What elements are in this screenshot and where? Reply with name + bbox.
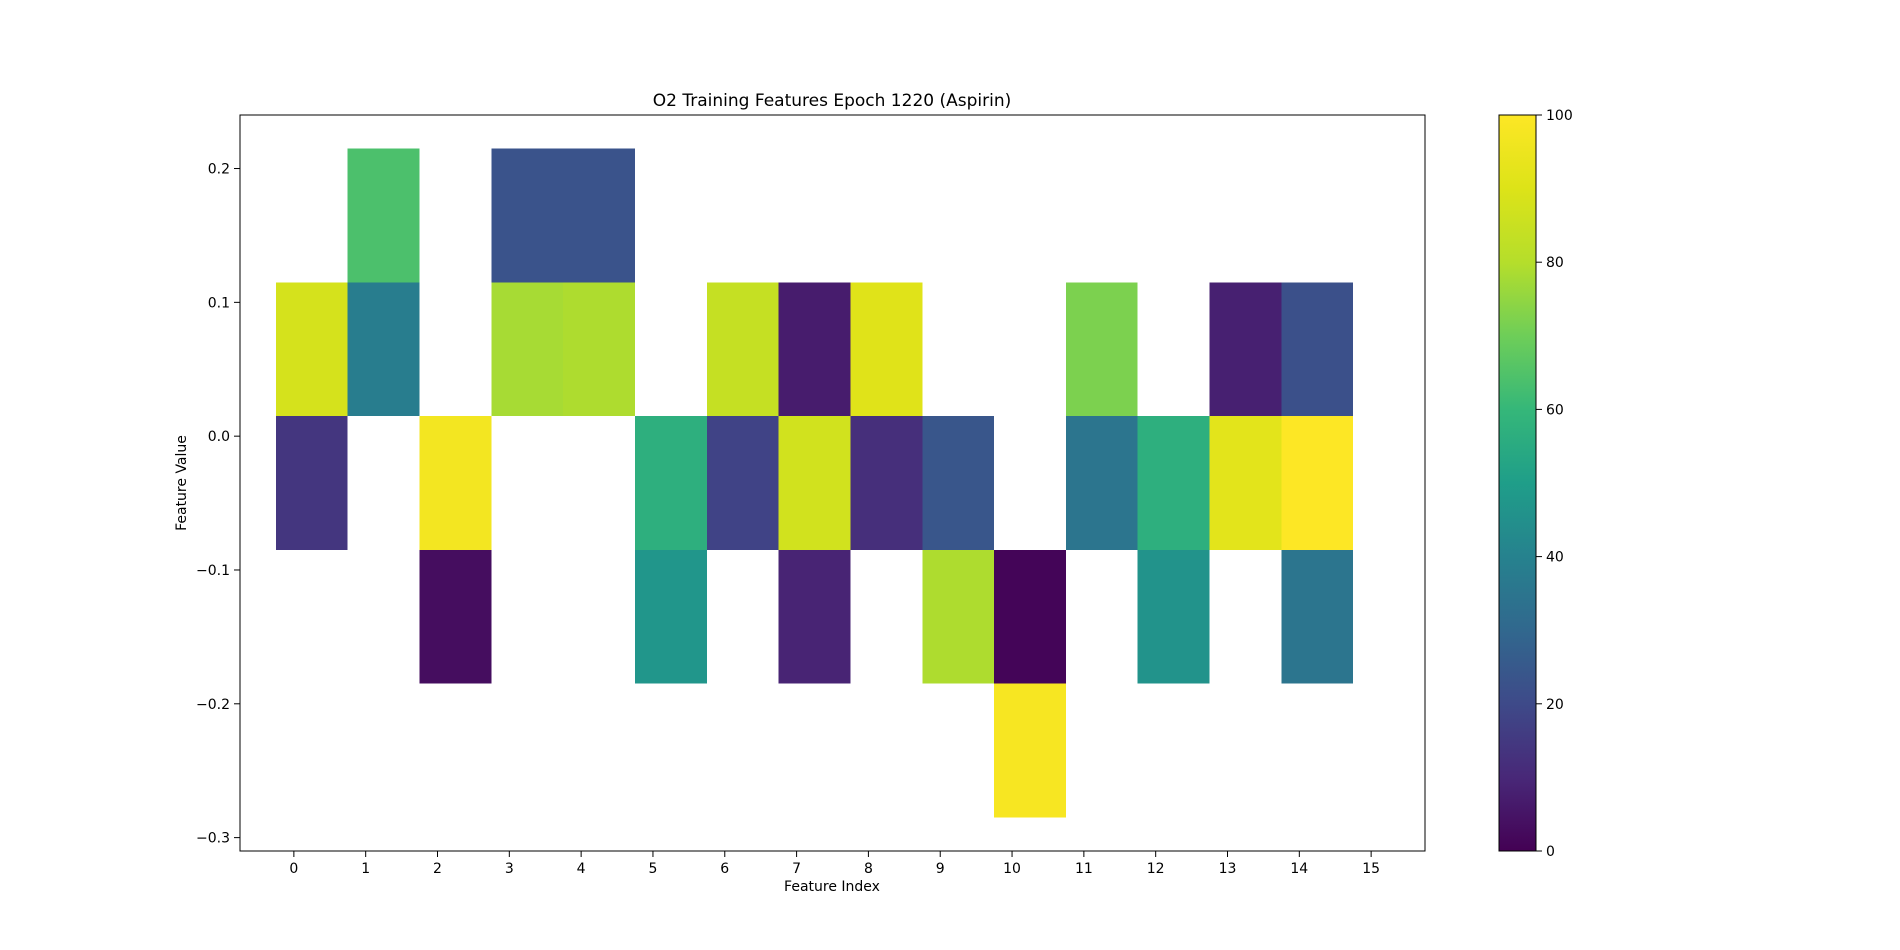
heatmap-cell — [635, 549, 707, 684]
x-tick-label: 10 — [1003, 861, 1021, 877]
y-tick-label: 0.0 — [208, 429, 230, 445]
heatmap-cell — [1209, 416, 1282, 550]
x-axis: 0 1 2 3 4 5 6 7 8 9 10 11 12 13 14 15 — [289, 851, 1380, 877]
heatmap-cells — [275, 148, 1354, 818]
heatmap-cell — [347, 282, 420, 417]
heatmap-cell — [347, 148, 420, 283]
heatmap-cell — [922, 416, 995, 550]
chart-title: O2 Training Features Epoch 1220 (Aspirin… — [653, 91, 1011, 111]
colorbar — [1498, 114, 1537, 852]
heatmap-cell — [1065, 282, 1138, 417]
heatmap-cell — [1137, 416, 1210, 550]
colorbar-tick-label: 20 — [1546, 697, 1564, 713]
heatmap-cell — [706, 282, 779, 417]
heatmap-cell — [1137, 549, 1210, 684]
y-axis-label: Feature Value — [174, 435, 190, 531]
heatmap-cell — [1281, 416, 1354, 550]
colorbar-axis: 0 20 40 60 80 100 — [1536, 108, 1573, 860]
heatmap-cell — [1209, 282, 1282, 417]
x-tick-label: 11 — [1075, 861, 1093, 877]
heatmap-cell — [994, 683, 1066, 818]
heatmap-cell — [419, 416, 492, 550]
y-tick-label: 0.2 — [208, 162, 230, 178]
heatmap-cell — [850, 416, 923, 550]
x-tick-label: 9 — [936, 861, 945, 877]
heatmap-cell — [1281, 549, 1354, 684]
plot-frame — [239, 114, 1426, 852]
colorbar-tick-label: 40 — [1546, 550, 1564, 566]
heatmap-cell — [1281, 282, 1354, 417]
x-tick-label: 14 — [1290, 861, 1308, 877]
heatmap-cell — [994, 549, 1066, 684]
heatmap-cell — [850, 282, 923, 417]
colorbar-tick-label: 0 — [1546, 844, 1555, 860]
heatmap-cell — [635, 416, 707, 550]
x-tick-label: 3 — [505, 861, 514, 877]
heatmap-cell — [778, 282, 851, 417]
x-tick-label: 5 — [648, 861, 657, 877]
x-axis-label: Feature Index — [784, 879, 880, 895]
heatmap-cell — [922, 549, 995, 684]
colorbar-tick-label: 100 — [1546, 108, 1573, 124]
heatmap-cell — [491, 148, 564, 283]
x-tick-label: 6 — [720, 861, 729, 877]
x-tick-label: 7 — [792, 861, 801, 877]
heatmap-cell — [1065, 416, 1138, 550]
heatmap-cell — [778, 549, 851, 684]
heatmap-cell — [275, 416, 348, 550]
x-tick-label: 13 — [1219, 861, 1237, 877]
x-tick-label: 4 — [577, 861, 586, 877]
x-tick-label: 8 — [864, 861, 873, 877]
x-tick-label: 2 — [433, 861, 442, 877]
heatmap-cell — [491, 282, 564, 417]
heatmap-cell — [275, 282, 348, 417]
heatmap-cell — [563, 282, 635, 417]
x-tick-label: 0 — [289, 861, 298, 877]
y-tick-label: −0.1 — [196, 563, 230, 579]
y-tick-label: 0.1 — [208, 295, 230, 311]
x-tick-label: 1 — [361, 861, 370, 877]
x-tick-label: 15 — [1362, 861, 1380, 877]
heatmap-cell — [419, 549, 492, 684]
colorbar-tick-label: 80 — [1546, 255, 1564, 271]
heatmap-cell — [706, 416, 779, 550]
y-tick-label: −0.3 — [196, 831, 230, 847]
x-tick-label: 12 — [1147, 861, 1165, 877]
y-axis: 0.2 0.1 0.0 −0.1 −0.2 −0.3 — [196, 162, 240, 847]
y-tick-label: −0.2 — [196, 697, 230, 713]
heatmap-cell — [563, 148, 635, 283]
colorbar-tick-label: 60 — [1546, 402, 1564, 418]
heatmap-cell — [778, 416, 851, 550]
